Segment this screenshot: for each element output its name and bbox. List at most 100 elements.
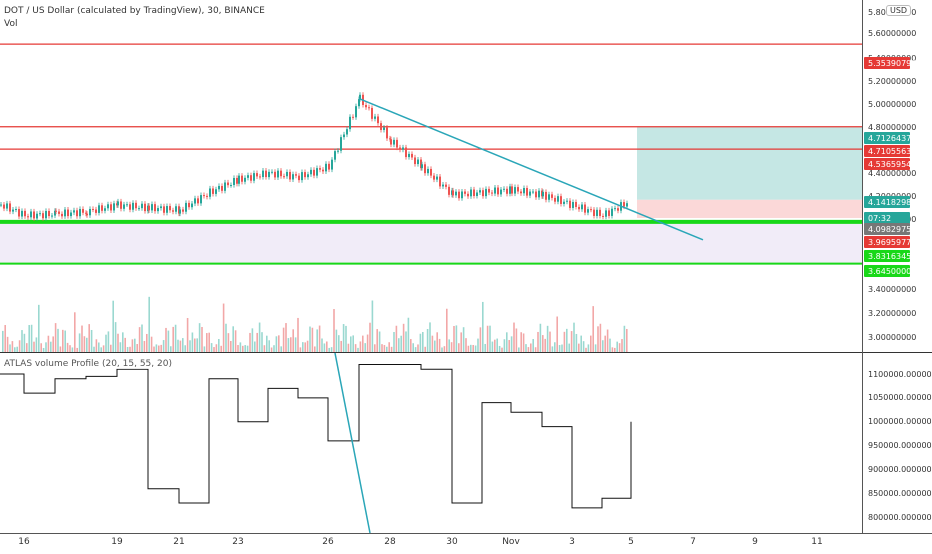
currency-badge[interactable]: USD [886, 5, 912, 16]
volume-bar [263, 345, 266, 352]
volume-bar [2, 330, 4, 352]
volume-bar [129, 346, 131, 352]
candle-body [359, 94, 361, 100]
candle-body [365, 104, 367, 108]
volume-bar [316, 329, 318, 352]
volume-bar [117, 333, 119, 352]
volume-bar [460, 332, 462, 352]
volume-bar [546, 325, 549, 352]
candle-body [433, 175, 435, 180]
volume-bar [244, 345, 246, 352]
main-yaxis-tick: 3.40000000 [868, 285, 916, 294]
candle-body [61, 213, 63, 217]
candle-body [76, 210, 78, 217]
candle-body [371, 107, 373, 119]
candle-body [51, 215, 53, 217]
candle-body [452, 190, 454, 196]
candle-body [172, 210, 174, 212]
main-yaxis-tick: 5.60000000 [868, 29, 916, 38]
candle-body [12, 209, 14, 212]
volume-bar [292, 329, 294, 352]
candle-body [337, 150, 339, 152]
volume-bar [273, 345, 275, 352]
candle-body [575, 202, 577, 207]
volume-bar [294, 337, 297, 352]
volume-bar [16, 346, 18, 352]
price-label-text: 4.71264374 [868, 134, 916, 143]
candle-body [292, 174, 294, 180]
candle-body [386, 127, 388, 139]
volume-bar [242, 345, 244, 352]
volume-bar [609, 338, 611, 352]
volume-bar [189, 340, 191, 352]
volume-bar [203, 346, 206, 352]
volume-bar [458, 343, 460, 352]
volume-bar [366, 334, 369, 352]
candle-body [144, 203, 146, 212]
candle-body [617, 208, 619, 211]
indicator-yaxis-tick: 1100000.00000000 [868, 370, 932, 379]
price-label-badge [864, 212, 910, 224]
support-zone [0, 221, 862, 264]
volume-bar [26, 343, 28, 352]
volume-bar [414, 347, 417, 352]
candle-body [238, 175, 240, 184]
volume-bar [114, 322, 117, 352]
candle-body [494, 187, 496, 194]
candle-body [349, 116, 351, 130]
volume-bar [225, 323, 227, 352]
candle-body [405, 147, 407, 158]
candle-body [482, 190, 484, 197]
candle-body [98, 205, 100, 213]
candle-body [138, 208, 140, 210]
volume-bar [110, 344, 112, 352]
candle-body [151, 204, 153, 211]
x-axis-tick: 16 [18, 537, 30, 547]
candle-body [535, 191, 537, 198]
main-yaxis-tick: 5.00000000 [868, 100, 916, 109]
volume-bar [621, 339, 623, 352]
volume-bar [256, 332, 258, 352]
candle-body [73, 210, 75, 213]
volume-bar [333, 309, 335, 352]
volume-bar [424, 346, 426, 352]
volume-bar [47, 335, 50, 352]
candle-body [283, 176, 285, 178]
candle-body [0, 204, 2, 206]
candle-body [322, 169, 324, 172]
volume-bar [311, 327, 314, 352]
candle-body [141, 203, 143, 209]
volume-bar [455, 325, 458, 352]
volume-bar [220, 345, 222, 352]
volume-bar [498, 345, 501, 352]
indicator-label: ATLAS volume Profile (20, 15, 55, 20) [4, 359, 172, 369]
volume-bar [429, 322, 431, 352]
volume-bar [321, 338, 323, 352]
volume-bar [551, 346, 554, 352]
candle-body [340, 137, 342, 151]
x-axis-tick: 5 [628, 537, 634, 547]
candle-body [458, 191, 460, 199]
volume-bar [38, 304, 40, 352]
volume-bar [155, 344, 158, 352]
candle-body [27, 216, 29, 218]
candle-body [358, 99, 360, 107]
volume-bar [184, 345, 186, 352]
volume-bar [585, 347, 587, 352]
volume-bar [62, 329, 64, 352]
candle-body [554, 197, 556, 202]
candle-body [166, 206, 168, 213]
x-axis-tick: 26 [322, 537, 334, 547]
price-label-badge [864, 196, 910, 208]
candle-body [179, 209, 181, 214]
volume-bar [326, 341, 328, 352]
volume-bar [491, 341, 494, 352]
volume-bar [76, 347, 78, 352]
volume-bar [465, 338, 467, 352]
volume-bar [611, 347, 614, 352]
volume-bar [587, 344, 590, 352]
candle-body [560, 196, 562, 204]
price-label-badge [864, 158, 910, 170]
